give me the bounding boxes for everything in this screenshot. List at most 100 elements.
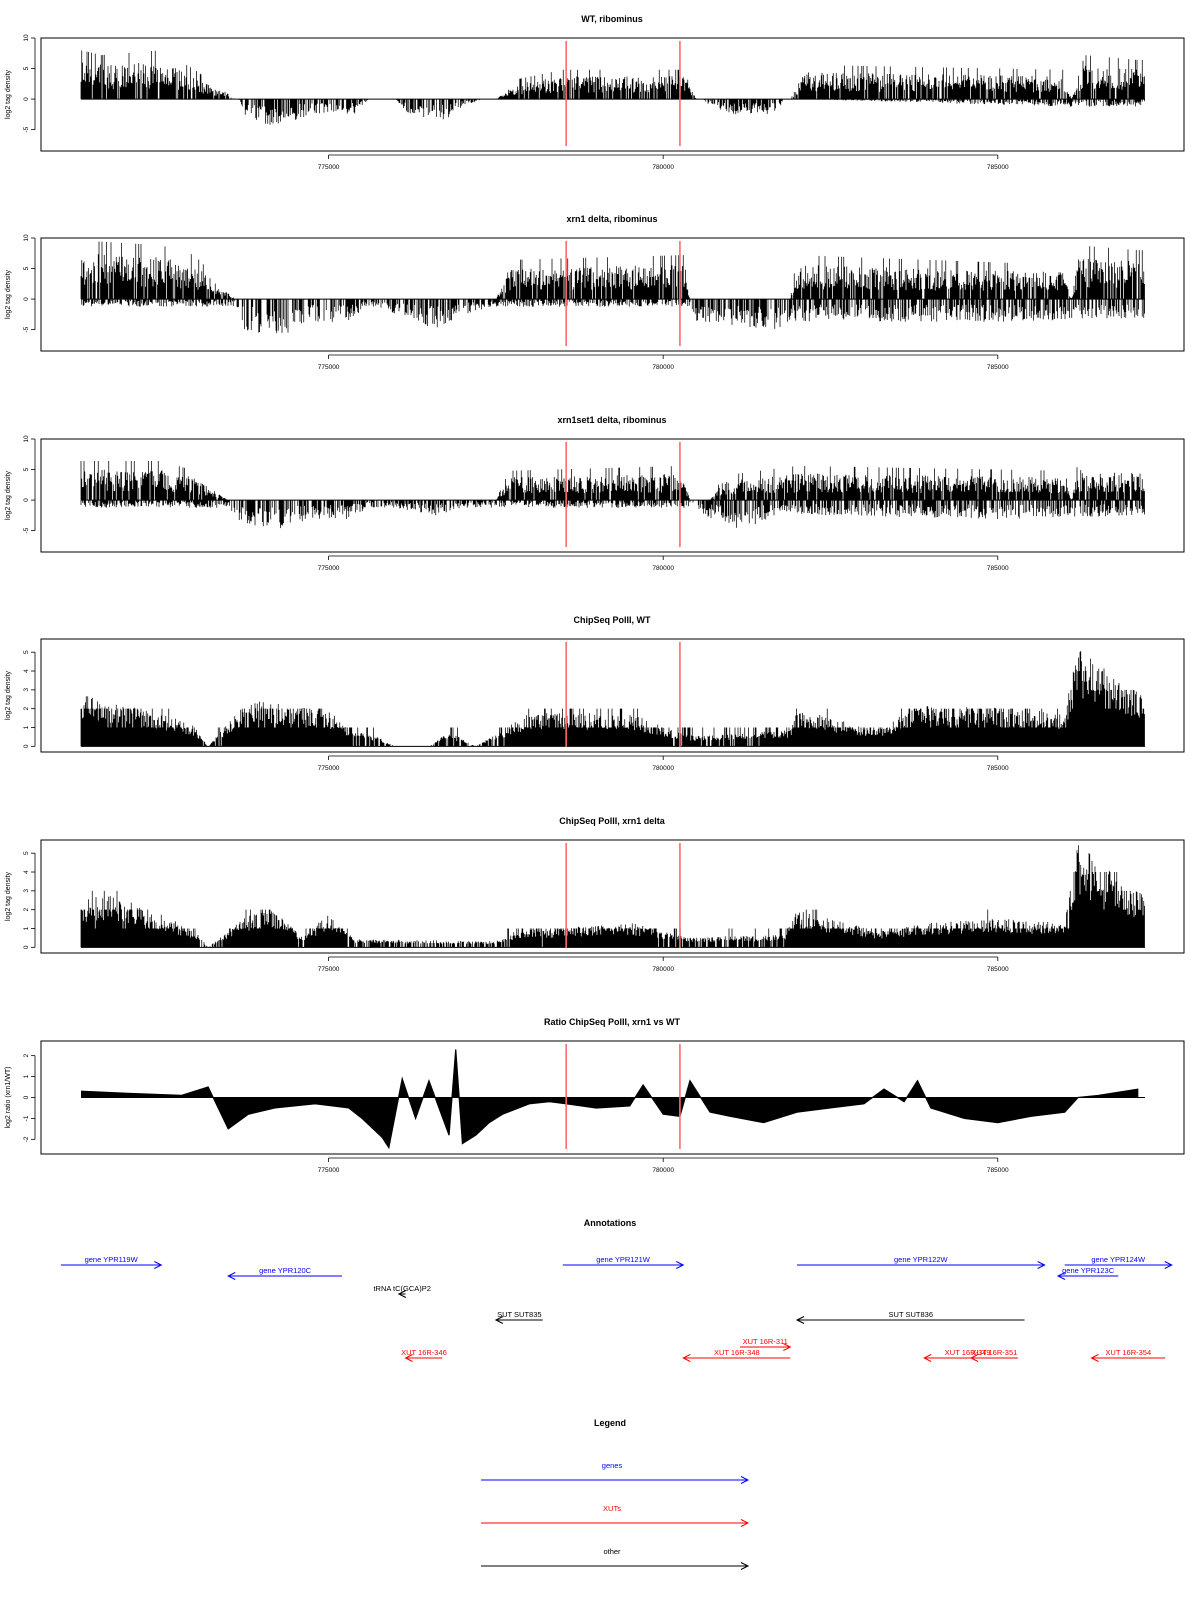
x-tick-label: 780000	[652, 765, 674, 772]
x-tick-label: 775000	[318, 164, 340, 171]
x-tick-label: 775000	[318, 966, 340, 973]
y-tick-label: 2	[23, 706, 30, 710]
y-tick-label: 0	[23, 297, 30, 301]
arrow	[740, 1343, 792, 1351]
annotation-feature: XUT 16R-346	[401, 1348, 447, 1362]
plot-frame	[40, 638, 1185, 753]
x-tick-label: 780000	[652, 164, 674, 171]
x-tick-label: 785000	[987, 364, 1009, 371]
arrow	[562, 1261, 685, 1269]
y-tick-label: 2	[23, 907, 30, 911]
plot-frame	[40, 839, 1185, 954]
annotation-label: gene YPR120C	[259, 1266, 312, 1275]
annotation-feature: XUT 16R-311	[740, 1337, 792, 1351]
panel-title: Ratio ChipSeq PolII, xrn1 vs WT	[544, 1017, 681, 1027]
annotation-label: gene YPR124W	[1091, 1255, 1146, 1264]
panel-xrn1-ribominus: xrn1 delta, ribominus -5 0 5 10 log2 tag dens…	[5, 214, 1185, 371]
y-tick-label: 10	[23, 435, 30, 443]
annotation-feature: SUT SUT836	[795, 1310, 1025, 1324]
annotation-label: XUT 16R-348	[714, 1348, 760, 1357]
legend-item: other	[481, 1547, 750, 1570]
signal-series	[80, 845, 1145, 948]
legend-label: XUTs	[603, 1504, 621, 1513]
y-axis-label: log2 tag density	[5, 69, 12, 119]
arrow	[481, 1519, 750, 1527]
arrow	[797, 1261, 1046, 1269]
y-tick-label: 1	[23, 926, 30, 930]
annotation-feature: XUT 16R-348	[682, 1348, 791, 1362]
annotation-label: SUT SUT835	[497, 1310, 541, 1319]
x-tick-label: 775000	[318, 565, 340, 572]
arrow	[1090, 1354, 1166, 1362]
annotation-label: XUT 16R-346	[401, 1348, 447, 1357]
y-tick-label: 0	[23, 1095, 30, 1099]
y-tick-label: 1	[23, 725, 30, 729]
panel-title: WT, ribominus	[581, 14, 643, 24]
annotation-feature: gene YPR124W	[1064, 1255, 1173, 1269]
ratio-area	[81, 1049, 1139, 1148]
annotation-label: XUT 16R-311	[743, 1337, 788, 1346]
y-axis-label: log2 ratio (xrn1/WT)	[5, 1067, 12, 1129]
annotation-label: XUT 16R-349	[945, 1348, 991, 1357]
annotation-feature: gene YPR120C	[227, 1266, 342, 1280]
x-tick-label: 785000	[987, 164, 1009, 171]
annotation-feature: gene YPR119W	[60, 1255, 163, 1269]
x-tick-label: 785000	[987, 765, 1009, 772]
arrow	[481, 1562, 750, 1570]
x-tick-label: 775000	[318, 765, 340, 772]
arrow	[795, 1316, 1025, 1324]
annotation-feature: XUT 16R-351	[969, 1348, 1018, 1362]
y-tick-label: 5	[23, 851, 30, 855]
x-tick-label: 780000	[652, 966, 674, 973]
y-tick-label: 1	[23, 1074, 30, 1078]
plot-frame	[40, 237, 1185, 352]
y-tick-label: 5	[23, 467, 30, 471]
x-tick-label: 785000	[987, 966, 1009, 973]
panel-title: ChipSeq PolII, xrn1 delta	[559, 816, 666, 826]
signal-series	[80, 1049, 1139, 1150]
annotation-label: gene YPR119W	[85, 1255, 139, 1264]
panel-title: xrn1 delta, ribominus	[566, 214, 657, 224]
signal-series	[80, 460, 1145, 529]
y-axis-label: log2 tag density	[5, 871, 12, 921]
annotation-feature: gene YPR123C	[1056, 1266, 1119, 1280]
legend-item: XUTs	[481, 1504, 750, 1527]
signal-bars	[80, 460, 1145, 529]
legend-items: genes XUTs other	[481, 1461, 750, 1570]
signal-bars	[80, 845, 1145, 948]
y-tick-label: 0	[23, 945, 30, 949]
plot-frame	[40, 438, 1185, 553]
arrow	[682, 1354, 791, 1362]
y-tick-label: 5	[23, 66, 30, 70]
y-tick-label: 4	[23, 669, 30, 673]
signal-bars	[80, 241, 1145, 334]
x-tick-label: 780000	[652, 565, 674, 572]
annotation-feature: SUT SUT835	[494, 1310, 543, 1324]
annotation-label: gene YPR122W	[894, 1255, 949, 1264]
annotation-items: gene YPR119W gene YPR120C tRNA tC(GCA)P2 SU…	[60, 1255, 1173, 1362]
annotation-label: SUT SUT836	[889, 1310, 933, 1319]
panel-chipseq-xrn1: ChipSeq PolII, xrn1 delta 0 1 2 3 4 5 log2 tag …	[5, 816, 1185, 973]
arrow	[397, 1290, 407, 1298]
y-tick-label: 3	[23, 688, 30, 692]
annotation-label: gene YPR121W	[596, 1255, 651, 1264]
annotations-panel: Annotations gene YPR119W gene YPR120C tRNA…	[60, 1218, 1173, 1362]
legend-label: other	[603, 1547, 621, 1556]
annotation-label: gene YPR123C	[1062, 1266, 1115, 1275]
x-tick-label: 780000	[652, 1167, 674, 1174]
annotation-feature: XUT 16R-354	[1090, 1348, 1166, 1362]
y-tick-label: 5	[23, 266, 30, 270]
panel-ratio-chipseq: Ratio ChipSeq PolII, xrn1 vs WT -2 -1 0 1 2 lo…	[5, 1017, 1185, 1174]
annotation-feature: tRNA tC(GCA)P2	[373, 1284, 431, 1298]
arrow	[494, 1316, 543, 1324]
y-tick-label: 4	[23, 870, 30, 874]
annotation-label: tRNA tC(GCA)P2	[373, 1284, 431, 1293]
x-tick-label: 775000	[318, 364, 340, 371]
legend-label: genes	[602, 1461, 623, 1470]
annotations-title: Annotations	[584, 1218, 637, 1228]
panel-chipseq-wt: ChipSeq PolII, WT 0 1 2 3 4 5 log2 tag density 7…	[5, 615, 1185, 772]
plot-frame	[40, 37, 1185, 152]
annotation-feature: gene YPR122W	[797, 1255, 1046, 1269]
x-tick-label: 785000	[987, 1167, 1009, 1174]
